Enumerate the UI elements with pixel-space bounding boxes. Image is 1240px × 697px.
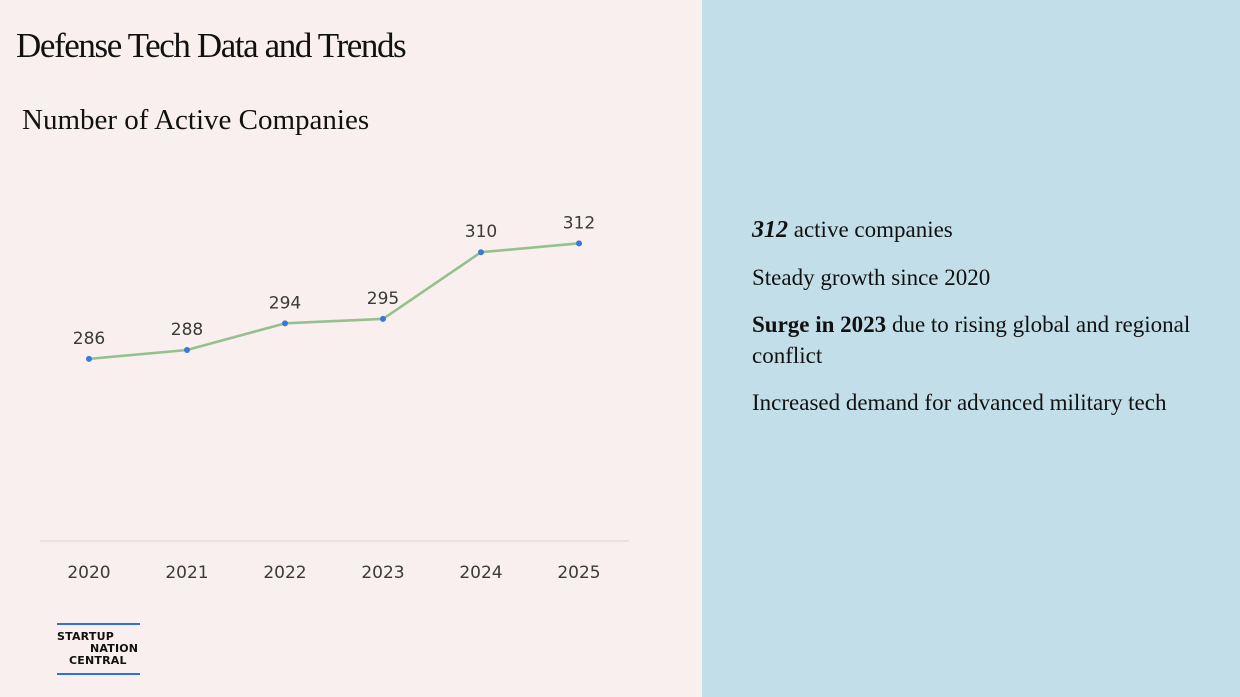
insight-steady-growth: Steady growth since 2020 xyxy=(752,262,1192,293)
insight-text: active companies xyxy=(788,217,953,242)
x-tick-label: 2025 xyxy=(557,563,600,583)
data-label: 286 xyxy=(73,329,105,349)
x-tick-label: 2024 xyxy=(459,563,502,583)
page-title: Defense Tech Data and Trends xyxy=(16,26,407,65)
insight-text: due to rising global and regional confli… xyxy=(752,312,1191,368)
data-point xyxy=(282,320,288,327)
insight-text: Steady growth since 2020 xyxy=(752,265,991,290)
insight-surge: Surge in 2023 due to rising global and r… xyxy=(752,309,1192,371)
data-point xyxy=(478,249,484,256)
insight-active-companies: 312 active companies xyxy=(752,214,1192,246)
insights-panel: 312 active companies Steady growth since… xyxy=(752,214,1192,434)
data-label: 294 xyxy=(269,293,301,313)
data-label: 310 xyxy=(465,222,497,242)
chart-title: Number of Active Companies xyxy=(22,104,370,136)
series-line xyxy=(88,242,580,361)
logo-text-line-1: STARTUP xyxy=(57,630,114,643)
line-chart: 286 288 294 295 310 312 2020 2021 2022 2023 2024 20… xyxy=(40,213,629,583)
insight-text: Increased demand for advanced military t… xyxy=(752,390,1167,415)
insight-bold-text: Surge in 2023 xyxy=(752,312,887,337)
logo-text-line-3: CENTRAL xyxy=(69,654,127,667)
x-tick-label: 2021 xyxy=(165,563,208,583)
data-label: 295 xyxy=(367,289,399,309)
logo-text-line-2: NATION xyxy=(90,642,139,655)
x-tick-label: 2023 xyxy=(361,563,404,583)
right-panel xyxy=(702,0,1240,697)
insight-demand: Increased demand for advanced military t… xyxy=(752,387,1192,418)
data-point xyxy=(380,315,386,322)
x-tick-label: 2022 xyxy=(263,563,306,583)
data-point xyxy=(86,355,92,362)
x-tick-label: 2020 xyxy=(67,563,110,583)
data-point xyxy=(184,347,190,353)
data-point xyxy=(576,240,582,247)
startup-nation-central-logo: STARTUP NATION CENTRAL xyxy=(57,622,141,676)
highlight-number: 312 xyxy=(752,217,788,243)
logo-bottom-rule xyxy=(57,673,140,675)
left-panel xyxy=(0,0,702,697)
data-label: 288 xyxy=(171,320,203,340)
data-label: 312 xyxy=(563,213,595,233)
logo-top-rule xyxy=(57,623,140,625)
